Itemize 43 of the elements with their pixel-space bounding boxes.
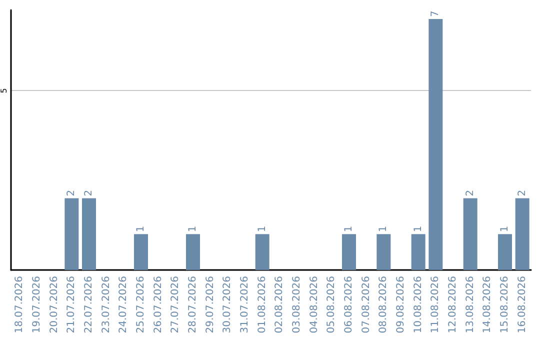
x-tick-label: 20.07.2026 — [48, 276, 60, 334]
x-tick-label: 02.08.2026 — [274, 276, 286, 334]
data-label: 2 — [66, 190, 78, 196]
data-label: 1 — [412, 226, 424, 232]
x-tick-label: 22.07.2026 — [84, 276, 94, 334]
x-tick-label: 23.07.2026 — [100, 276, 112, 334]
x-tick-label: 09.08.2026 — [396, 276, 406, 334]
data-label: 2 — [516, 190, 528, 196]
x-tick-label: 16.08.2026 — [516, 276, 528, 334]
x-tick-label: 29.07.2026 — [204, 276, 216, 334]
data-label: 2 — [464, 190, 476, 196]
x-tick-label: 18.07.2026 — [14, 276, 26, 334]
data-label: 1 — [188, 226, 198, 232]
y-tick-label: 5 — [0, 88, 8, 94]
x-tick-label: 10.08.2026 — [412, 276, 424, 334]
x-tick-label: 21.07.2026 — [66, 276, 78, 334]
x-tick-label: 01.08.2026 — [256, 276, 268, 334]
x-tick-label: 31.07.2026 — [240, 276, 250, 334]
x-tick-label: 25.07.2026 — [136, 276, 146, 334]
data-label: 1 — [500, 226, 510, 232]
x-tick-label: 08.08.2026 — [378, 276, 390, 334]
x-tick-label: 26.07.2026 — [152, 276, 164, 334]
x-tick-label: 30.07.2026 — [222, 276, 234, 334]
x-tick-label: 13.08.2026 — [464, 276, 476, 334]
x-tick-label: 14.08.2026 — [482, 276, 494, 334]
x-tick-label: 19.07.2026 — [32, 276, 42, 334]
x-tick-label: 27.07.2026 — [170, 276, 182, 334]
x-tick-label: 12.08.2026 — [448, 276, 458, 334]
x-tick-label: 07.08.2026 — [360, 276, 372, 334]
x-tick-label: 28.07.2026 — [188, 276, 198, 334]
x-tick-label: 04.08.2026 — [308, 276, 320, 334]
x-tick-label: 05.08.2026 — [326, 276, 338, 334]
data-label: 7 — [430, 10, 442, 17]
x-tick-label: 03.08.2026 — [292, 276, 302, 334]
data-label: 1 — [136, 226, 146, 232]
data-label: 1 — [378, 226, 390, 232]
data-label: 1 — [344, 226, 354, 232]
data-label: 2 — [84, 190, 94, 196]
x-tick-label: 11.08.2026 — [430, 276, 442, 334]
x-tick-label: 06.08.2026 — [344, 276, 354, 334]
data-label: 1 — [256, 226, 268, 232]
x-tick-label: 24.07.2026 — [118, 276, 130, 334]
x-tick-label: 15.08.2026 — [500, 276, 510, 334]
